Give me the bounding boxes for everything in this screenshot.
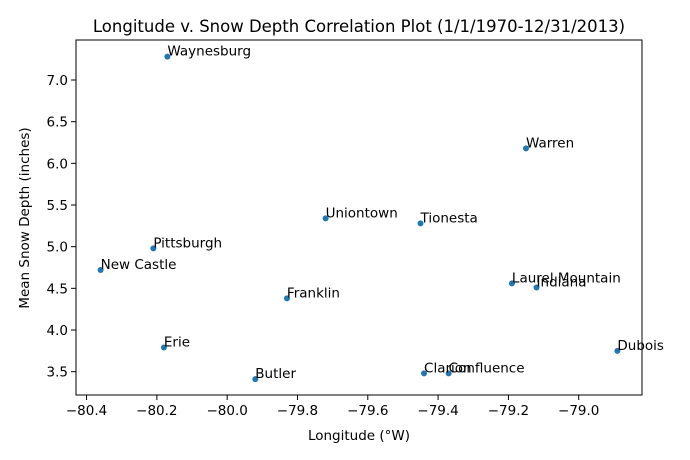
data-point	[322, 215, 329, 222]
x-tick-label: −80.0	[206, 403, 247, 419]
data-point	[421, 370, 428, 377]
y-tick-label: 7.0	[47, 73, 68, 89]
data-point	[97, 267, 104, 273]
y-tick-label: 4.0	[47, 323, 68, 339]
data-point	[150, 245, 157, 252]
data-point	[522, 145, 529, 152]
plot-frame	[75, 39, 643, 396]
y-tick-label: 6.5	[47, 115, 68, 131]
y-axis: 3.5 4.0 4.5 5.0 5.5 6.0 6.5 7.0	[47, 73, 76, 381]
x-tick-label: −79.2	[488, 403, 529, 419]
x-axis: −80.4 −80.2 −80.0 −79.8 −79.6 −79.4 −79.2 −79.0	[66, 395, 599, 419]
point-labels: Waynesburg Warren Uniontown Tionesta Pittsbu…	[101, 44, 664, 382]
data-point	[614, 347, 621, 354]
point-label: Dubois	[617, 338, 664, 354]
x-axis-label: Longitude (°W)	[308, 428, 410, 444]
point-label: Butler	[255, 366, 296, 382]
data-point	[252, 376, 259, 383]
point-label: Waynesburg	[167, 44, 251, 60]
point-label: Clarion	[424, 360, 472, 376]
data-points	[97, 53, 621, 383]
data-point	[283, 295, 290, 302]
data-point	[417, 220, 424, 227]
point-label: Franklin	[287, 285, 340, 301]
x-tick-label: −80.4	[66, 403, 107, 419]
data-point	[445, 370, 452, 377]
chart-title: Longitude v. Snow Depth Correlation Plot…	[93, 17, 625, 36]
plot-area: −80.4 −80.2 −80.0 −79.8 −79.6 −79.4 −79.2 −79.0…	[47, 39, 664, 419]
x-tick-label: −80.2	[136, 403, 177, 419]
y-tick-label: 5.5	[47, 198, 68, 214]
x-tick-label: −79.6	[347, 403, 388, 419]
data-point	[164, 53, 171, 60]
y-axis-label: Mean Snow Depth (inches)	[17, 127, 33, 308]
point-label: New Castle	[101, 257, 177, 273]
y-tick-label: 5.0	[47, 240, 68, 256]
x-tick-label: −79.0	[558, 403, 599, 419]
y-tick-label: 6.0	[47, 156, 68, 172]
point-label: Warren	[526, 135, 574, 151]
data-point	[508, 280, 515, 287]
point-label: Uniontown	[326, 205, 398, 221]
y-tick-label: 3.5	[47, 365, 68, 381]
point-label: Confluence	[449, 360, 525, 376]
y-tick-label: 4.5	[47, 281, 68, 297]
data-point	[533, 284, 540, 291]
point-label: Erie	[164, 335, 190, 351]
point-label: Laurel Mountain	[512, 270, 621, 286]
point-label: Tionesta	[420, 210, 478, 226]
point-label: Pittsburgh	[153, 235, 222, 251]
x-tick-label: −79.8	[277, 403, 318, 419]
x-tick-label: −79.4	[417, 403, 458, 419]
data-point	[160, 344, 167, 351]
point-label: Indiana	[537, 275, 587, 291]
